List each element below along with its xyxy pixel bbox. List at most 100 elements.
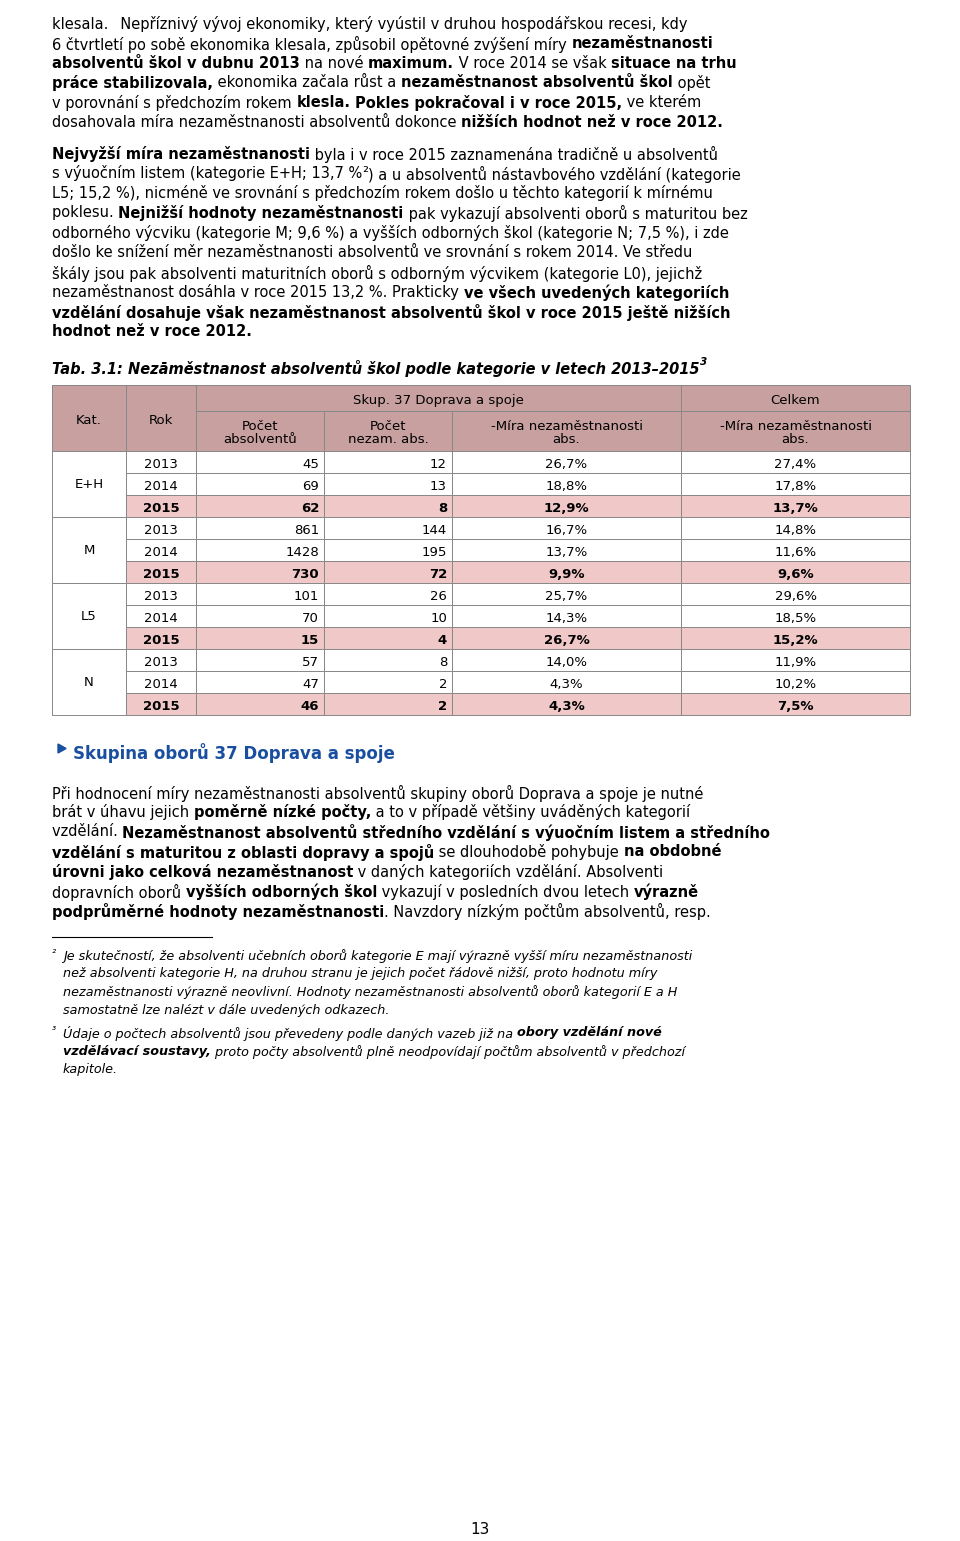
Bar	[681, 473, 910, 495]
Bar	[452, 452, 681, 473]
Bar	[52, 649, 126, 715]
Text: abs.: abs.	[553, 433, 581, 447]
Bar	[681, 518, 910, 539]
Bar	[452, 672, 681, 693]
Bar	[196, 672, 324, 693]
Text: 8: 8	[439, 655, 447, 669]
Bar	[452, 693, 681, 715]
Text: 26,7%: 26,7%	[543, 633, 589, 647]
Bar	[452, 411, 681, 452]
Bar	[196, 411, 324, 452]
Text: ²: ²	[52, 949, 56, 959]
Text: 2: 2	[438, 700, 447, 712]
Bar	[324, 411, 452, 452]
Text: 11,6%: 11,6%	[775, 546, 817, 558]
Text: ve kterém: ve kterém	[622, 96, 701, 111]
Bar	[681, 627, 910, 649]
Text: 62: 62	[300, 501, 319, 515]
Bar	[52, 584, 126, 649]
Text: 6 čtvrtletí po sobě ekonomika klesala, způsobil opětovné zvýšení míry: 6 čtvrtletí po sobě ekonomika klesala, z…	[52, 35, 571, 52]
Text: Tab. 3.1: Nezāměstnanost absolventů škol podle kategorie v letech 2013–2015: Tab. 3.1: Nezāměstnanost absolventů škol…	[52, 359, 700, 376]
Bar	[324, 561, 452, 584]
Bar	[452, 606, 681, 627]
Bar	[196, 518, 324, 539]
Bar	[452, 584, 681, 606]
Text: 29,6%: 29,6%	[775, 590, 817, 603]
Text: 13,7%: 13,7%	[545, 546, 588, 558]
Text: N: N	[84, 676, 94, 689]
Text: nezaměstnanosti výrazně neovlivní. Hodnoty nezaměstnanosti absolventů oborů kate: nezaměstnanosti výrazně neovlivní. Hodno…	[63, 985, 678, 999]
Text: Nezaměstnanost absolventů středního vzdělání s výuočním listem a středního: Nezaměstnanost absolventů středního vzdě…	[123, 824, 770, 841]
Bar	[52, 452, 126, 518]
Text: a to v případě většiny uváděných kategorií: a to v případě většiny uváděných kategor…	[372, 804, 690, 820]
Text: ­Míra nezaměstnanosti: ­Míra nezaměstnanosti	[719, 419, 872, 433]
Text: Při hodnocení míry nezaměstnanosti absolventů skupiny oborů Doprava a spoje je n: Při hodnocení míry nezaměstnanosti absol…	[52, 784, 704, 801]
Text: ekonomika začala růst a: ekonomika začala růst a	[213, 76, 401, 91]
Text: L5: L5	[82, 610, 97, 623]
Text: V roce 2014 se však: V roce 2014 se však	[454, 55, 612, 71]
Text: v porovnání s předchozím rokem: v porovnání s předchozím rokem	[52, 96, 297, 111]
Bar	[324, 672, 452, 693]
Text: 27,4%: 27,4%	[775, 458, 817, 470]
Text: ²: ²	[362, 165, 369, 180]
Text: práce stabilizovala,: práce stabilizovala,	[52, 76, 213, 91]
Text: brát v úhavu jejich: brát v úhavu jejich	[52, 804, 194, 820]
Text: samostatně lze nalézt v dále uvedených odkazech.: samostatně lze nalézt v dále uvedených o…	[63, 1003, 390, 1017]
Text: ­Míra nezaměstnanosti: ­Míra nezaměstnanosti	[491, 419, 642, 433]
Text: 26,7%: 26,7%	[545, 458, 588, 470]
Text: vyšších odborných škol: vyšších odborných škol	[185, 883, 377, 900]
Text: 4,3%: 4,3%	[548, 700, 585, 712]
Bar	[324, 473, 452, 495]
Text: 2013: 2013	[144, 655, 178, 669]
Text: vzdělání s maturitou z oblasti dopravy a spojů: vzdělání s maturitou z oblasti dopravy a…	[52, 844, 434, 861]
Text: 12: 12	[430, 458, 447, 470]
Text: 2013: 2013	[144, 590, 178, 603]
Text: Pokles pokračoval i v roce 2015,: Pokles pokračoval i v roce 2015,	[355, 96, 622, 111]
Text: 2013: 2013	[144, 458, 178, 470]
Bar	[196, 584, 324, 606]
Text: došlo ke snížení měr nezaměstnanosti absolventů ve srovnání s rokem 2014. Ve stř: došlo ke snížení měr nezaměstnanosti abs…	[52, 245, 692, 260]
Bar	[681, 672, 910, 693]
Text: 14,8%: 14,8%	[775, 524, 817, 536]
Text: ve všech uvedených kategoriích: ve všech uvedených kategoriích	[464, 284, 729, 300]
Text: ³: ³	[52, 1026, 56, 1037]
Bar	[126, 672, 196, 693]
Bar	[681, 385, 910, 411]
Text: 72: 72	[429, 567, 447, 581]
Text: 9,6%: 9,6%	[778, 567, 814, 581]
Bar	[196, 606, 324, 627]
Text: podprůměrné hodnoty nezaměstnanosti: podprůměrné hodnoty nezaměstnanosti	[52, 903, 384, 920]
Text: vzdělání.: vzdělání.	[52, 824, 123, 840]
Text: Nejnižší hodnoty nezaměstnanosti: Nejnižší hodnoty nezaměstnanosti	[118, 205, 403, 220]
Text: poměrně nízké počty,: poměrně nízké počty,	[194, 804, 372, 820]
Text: 9,9%: 9,9%	[548, 567, 585, 581]
Text: Nejvyžší míra nezaměstnanosti: Nejvyžší míra nezaměstnanosti	[52, 146, 310, 162]
Text: se dlouhodobě pohybuje: se dlouhodobě pohybuje	[434, 844, 624, 860]
Text: 18,5%: 18,5%	[775, 612, 817, 624]
Text: 4,3%: 4,3%	[550, 678, 584, 690]
Text: 730: 730	[292, 567, 319, 581]
Text: nezam. abs.: nezam. abs.	[348, 433, 428, 447]
Text: 8: 8	[438, 501, 447, 515]
Text: Údaje o počtech absolventů jsou převedeny podle daných vazeb již na: Údaje o počtech absolventů jsou převeden…	[63, 1026, 517, 1042]
Text: 2014: 2014	[144, 479, 178, 493]
Text: 47: 47	[302, 678, 319, 690]
Bar	[126, 584, 196, 606]
Bar	[126, 649, 196, 672]
Bar	[681, 584, 910, 606]
Text: 4: 4	[438, 633, 447, 647]
Bar	[681, 495, 910, 518]
Text: nezaměstnanosti: nezaměstnanosti	[571, 35, 713, 51]
Bar	[681, 539, 910, 561]
Bar	[196, 495, 324, 518]
Text: 14,0%: 14,0%	[545, 655, 588, 669]
Bar	[196, 649, 324, 672]
Text: nižších hodnot než v roce 2012.: nižších hodnot než v roce 2012.	[461, 116, 723, 129]
Text: 3: 3	[700, 356, 707, 367]
Text: 57: 57	[302, 655, 319, 669]
Text: 195: 195	[421, 546, 447, 558]
Text: situace na trhu: situace na trhu	[612, 55, 737, 71]
Text: Rok: Rok	[149, 413, 174, 427]
Text: Skupina oborů 37 Doprava a spoje: Skupina oborů 37 Doprava a spoje	[73, 743, 395, 763]
Text: dosahovala míra nezaměstnanosti absolventů dokonce: dosahovala míra nezaměstnanosti absolven…	[52, 116, 461, 129]
